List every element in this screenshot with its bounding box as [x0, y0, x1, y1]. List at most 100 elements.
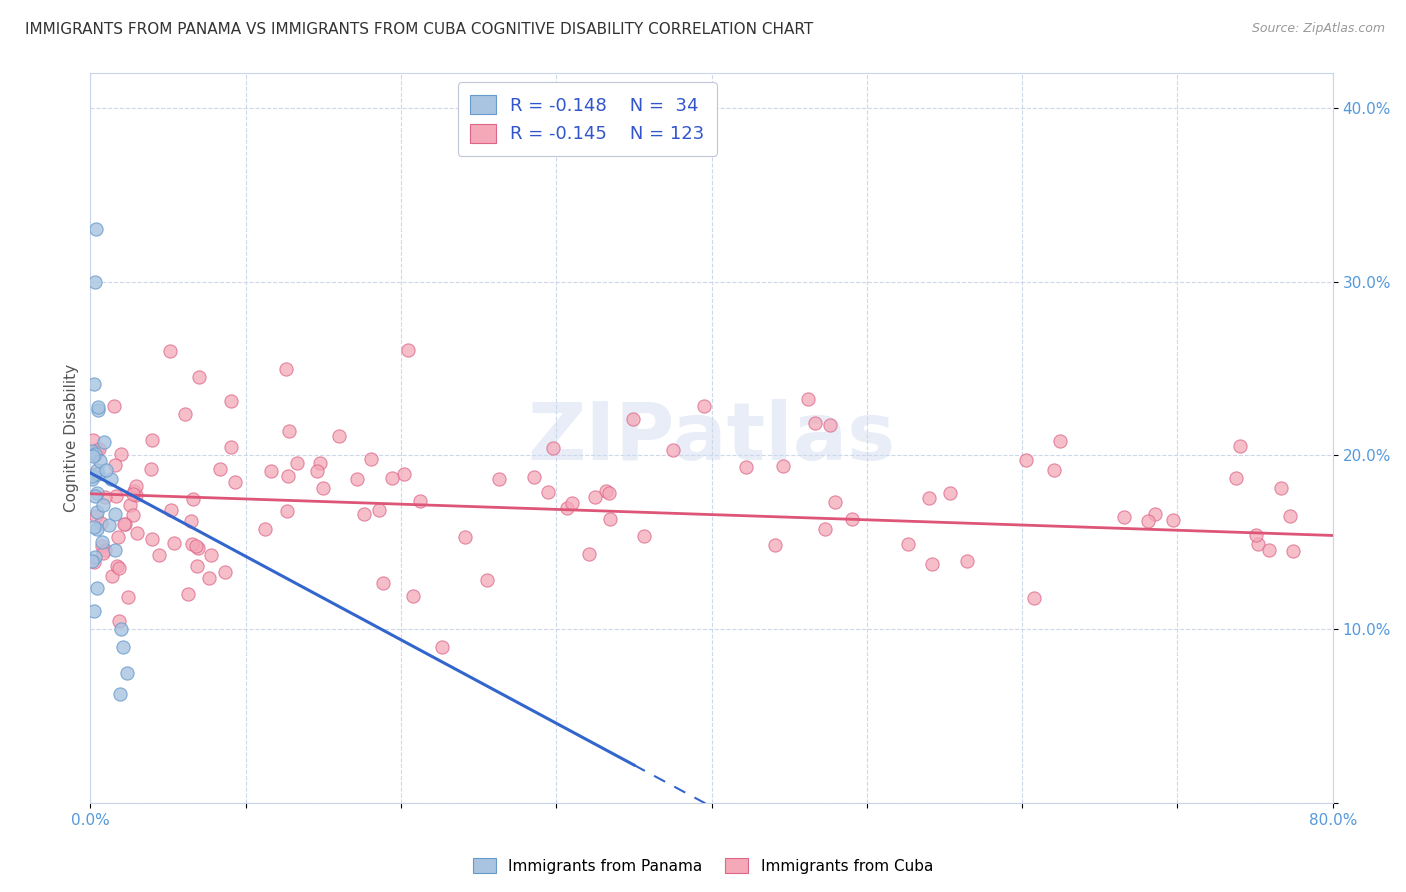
Point — [84, 448, 107, 462]
Point — [162, 536, 184, 550]
Point — [122, 508, 145, 523]
Point — [108, 615, 131, 629]
Point — [94, 543, 117, 558]
Point — [1049, 434, 1071, 449]
Point — [91, 539, 114, 553]
Point — [583, 490, 606, 504]
Point — [148, 548, 170, 562]
Point — [91, 534, 114, 549]
Point — [1246, 528, 1268, 542]
Point — [80, 469, 103, 483]
Point — [82, 554, 104, 568]
Point — [83, 603, 105, 617]
Point — [83, 519, 105, 533]
Point — [1247, 537, 1270, 551]
Point — [1024, 591, 1046, 606]
Point — [939, 486, 962, 500]
Point — [93, 435, 115, 450]
Point — [94, 463, 117, 477]
Point — [1042, 463, 1064, 477]
Point — [174, 407, 197, 421]
Point — [804, 416, 827, 430]
Point — [541, 442, 564, 456]
Point — [897, 537, 920, 551]
Point — [141, 532, 163, 546]
Y-axis label: Cognitive Disability: Cognitive Disability — [65, 364, 79, 512]
Point — [763, 539, 786, 553]
Point — [824, 495, 846, 509]
Point — [557, 501, 579, 516]
Point — [219, 394, 242, 409]
Point — [110, 687, 132, 701]
Point — [1225, 471, 1247, 485]
Point — [277, 469, 299, 483]
Point — [598, 486, 620, 500]
Point — [402, 589, 425, 603]
Point — [120, 498, 142, 512]
Point — [1278, 509, 1301, 524]
Point — [1161, 513, 1184, 527]
Point — [432, 640, 454, 654]
Point — [200, 548, 222, 562]
Point — [86, 485, 108, 500]
Point — [918, 491, 941, 506]
Point — [633, 529, 655, 543]
Point — [159, 503, 181, 517]
Point — [214, 566, 236, 580]
Point — [1258, 542, 1281, 557]
Point — [111, 640, 134, 654]
Point — [599, 511, 621, 525]
Point — [561, 496, 583, 510]
Point — [125, 479, 148, 493]
Point — [772, 459, 794, 474]
Point — [735, 460, 758, 475]
Point — [662, 442, 685, 457]
Point — [86, 505, 108, 519]
Point — [86, 581, 108, 595]
Point — [475, 573, 498, 587]
Point — [254, 522, 277, 536]
Point — [578, 547, 600, 561]
Point — [159, 344, 181, 359]
Point — [181, 492, 204, 507]
Point — [396, 343, 419, 357]
Point — [693, 400, 716, 414]
Point — [1015, 452, 1038, 467]
Point — [122, 487, 145, 501]
Point — [104, 458, 127, 472]
Point — [1112, 510, 1135, 524]
Point — [621, 411, 644, 425]
Point — [360, 451, 382, 466]
Point — [368, 503, 391, 517]
Point — [84, 550, 107, 565]
Point — [186, 559, 208, 574]
Point — [98, 517, 121, 532]
Point — [184, 539, 207, 553]
Point — [180, 536, 202, 550]
Point — [82, 449, 104, 463]
Point — [141, 434, 163, 448]
Point — [100, 568, 122, 582]
Point — [91, 546, 114, 560]
Point — [328, 429, 350, 443]
Point — [1137, 514, 1160, 528]
Point — [83, 467, 105, 481]
Point — [93, 490, 115, 504]
Point — [409, 494, 432, 508]
Point — [285, 456, 308, 470]
Point — [125, 526, 148, 541]
Point — [122, 483, 145, 498]
Point — [796, 392, 818, 407]
Point — [115, 665, 138, 680]
Point — [381, 471, 404, 485]
Point — [82, 433, 104, 447]
Point — [1229, 439, 1251, 453]
Point — [814, 522, 837, 536]
Point — [311, 481, 333, 495]
Point — [278, 424, 301, 438]
Point — [105, 559, 128, 574]
Text: ZIPatlas: ZIPatlas — [527, 399, 896, 477]
Point — [841, 512, 863, 526]
Point — [260, 464, 283, 478]
Point — [276, 504, 298, 518]
